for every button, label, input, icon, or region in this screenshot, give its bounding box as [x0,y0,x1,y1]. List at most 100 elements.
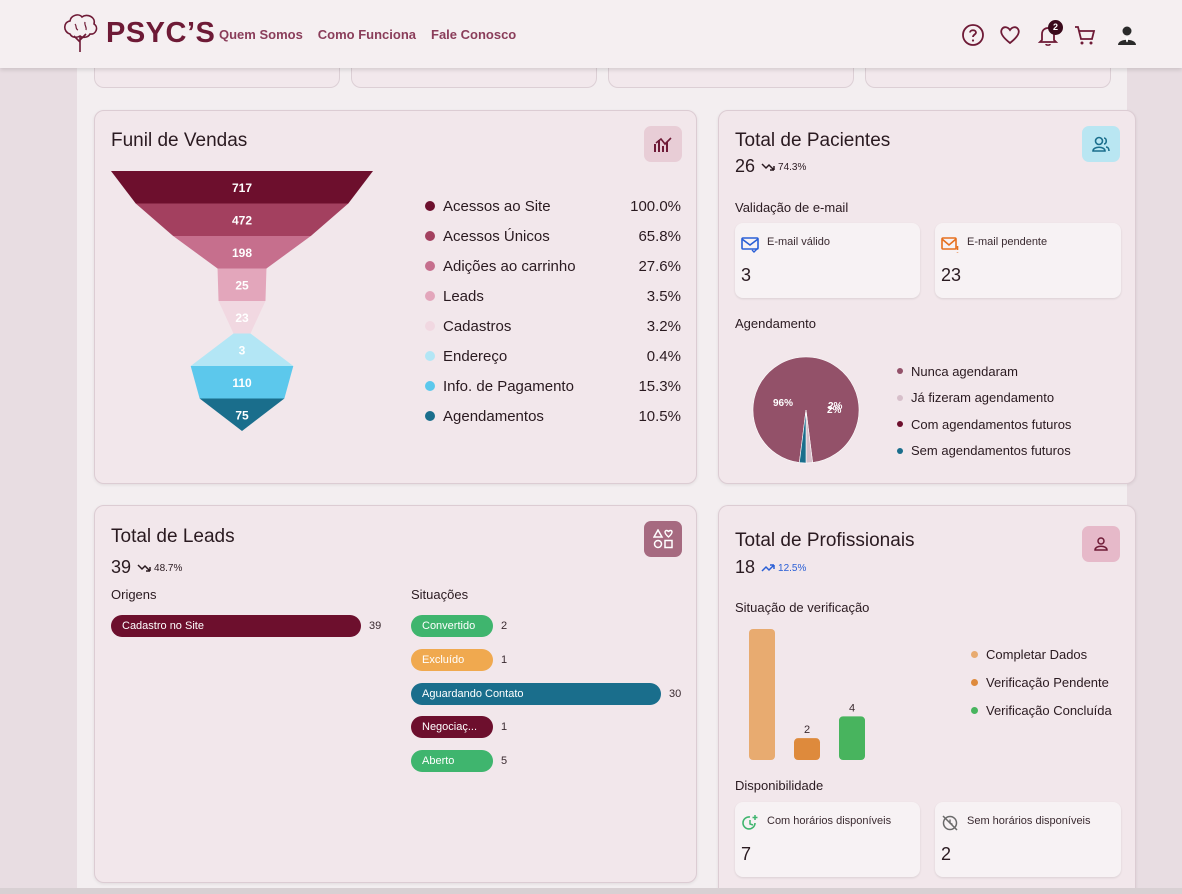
funnel-legend-percent: 15.3% [638,377,681,395]
pie-legend-item: Nunca agendaram [897,358,1071,385]
funnel-segment [218,301,266,334]
situation-count: 2 [501,620,508,632]
leads-card: Total de Leads 39 48.7% Origens Cadastro… [94,505,697,883]
legend-dot [425,411,435,421]
email-validation-label: Validação de e-mail [735,200,849,215]
nav-como-funciona[interactable]: Como Funciona [317,27,417,42]
funnel-legend-label: Acessos Únicos [443,227,550,245]
help-icon[interactable] [960,22,986,48]
funnel-segment-label: 717 [232,181,252,195]
situation-pill[interactable]: Aguardando Contato [411,682,661,705]
professionals-button[interactable] [1082,526,1120,562]
professionals-trend-value: 12.5% [778,562,807,574]
pie-legend-label: Nunca agendaram [911,363,1018,379]
funnel-segment-label: 75 [235,408,249,422]
funnel-segment-label: 198 [232,246,252,260]
notification-badge: 2 [1048,20,1063,35]
situation-pill[interactable]: Excluído [411,648,493,671]
origin-pill-cadastro[interactable]: Cadastro no Site [111,615,361,637]
pie-legend-label: Com agendamentos futuros [911,416,1072,432]
leads-total: 39 [111,557,132,577]
clock-off-icon [942,815,958,831]
pie-legend-label: Sem agendamentos futuros [911,443,1071,459]
heart-icon[interactable] [997,22,1023,48]
sales-funnel-chart: 717 472 198 25 23 3 110 75 [111,171,373,431]
summary-card-1 [94,66,340,88]
legend-dot [425,291,435,301]
pie-legend-item: Com agendamentos futuros [897,411,1071,438]
funnel-chart-button[interactable] [644,126,682,162]
verification-bar [794,738,820,760]
email-alert-icon [941,237,959,253]
bottom-scroll-edge [0,888,1182,894]
situations-label: Situações [411,587,469,602]
situation-row: Negociaç... 1 [411,716,508,739]
verification-label: Situação de verificação [735,600,870,615]
user-icon [1094,537,1108,551]
verification-legend-item: Completar Dados [971,640,1112,668]
funnel-legend-item: Agendamentos 10.5% [425,401,681,431]
pie-slice-label: 2% [828,401,843,412]
situation-pill[interactable]: Negociaç... [411,716,493,739]
legend-dot [425,381,435,391]
logo[interactable]: PSYC’S [60,12,215,54]
funnel-segment [190,366,294,399]
pie-slice [752,356,860,463]
leads-stat: 39 48.7% [111,557,182,578]
funnel-title: Funil de Vendas [111,130,248,151]
pie-legend-item: Já fizeram agendamento [897,385,1071,412]
funnel-segment-label: 25 [235,278,249,292]
funnel-legend-item: Acessos ao Site 100.0% [425,191,681,221]
funnel-legend-percent: 0.4% [646,347,681,365]
cart-icon[interactable] [1072,22,1098,48]
professionals-trend: 12.5% [761,563,806,574]
situation-count: 5 [501,755,508,768]
legend-dot [897,394,903,401]
patients-title: Total de Pacientes [735,130,891,151]
pie-slice-label: 2% [827,405,842,416]
situation-pill[interactable]: Convertido [411,615,493,637]
funnel-legend-percent: 3.2% [646,317,681,335]
legend-dot [971,678,978,686]
verification-legend-item: Verificação Concluída [971,696,1112,724]
professionals-stat: 18 12.5% [735,557,806,578]
patients-button[interactable] [1082,126,1120,162]
availability-label: Disponibilidade [735,778,824,793]
verification-legend-item: Verificação Pendente [971,668,1112,696]
funnel-legend-item: Endereço 0.4% [425,341,681,371]
funnel-legend-percent: 3.5% [646,287,681,305]
funnel-legend-item: Cadastros 3.2% [425,311,681,341]
funnel-legend-label: Cadastros [443,317,512,335]
email-valid-label: E-mail válido [767,236,830,248]
legend-dot [897,421,903,428]
legend-dot [425,201,435,211]
verification-legend: Completar Dados Verificação Pendente Verif… [971,640,1112,724]
verification-bar [749,629,775,760]
unavailable-value: 2 [941,844,952,864]
funnel-legend-label: Leads [443,287,484,305]
available-label: Com horários disponíveis [767,815,892,827]
patients-total: 26 [735,156,756,176]
funnel-legend-label: Agendamentos [443,407,544,425]
funnel-legend-label: Endereço [443,347,508,365]
email-check-icon [741,237,759,253]
origin-count: 39 [369,620,382,632]
unavailable-label: Sem horários disponíveis [967,815,1091,827]
situation-count: 1 [501,721,508,734]
funnel-segment-label: 23 [235,311,249,325]
nav-fale-conosco[interactable]: Fale Conosco [431,27,517,42]
funnel-legend-percent: 27.6% [638,257,681,275]
situation-pill[interactable]: Aberto [411,750,493,773]
leads-trend-value: 48.7% [154,562,183,574]
leads-title: Total de Leads [111,526,235,547]
user-avatar-icon[interactable] [1114,22,1140,48]
funnel-segment [135,203,349,236]
nav-quem-somos[interactable]: Quem Somos [219,27,303,42]
summary-card-3 [608,66,854,88]
legend-dot [897,368,903,375]
funnel-legend-item: Info. de Pagamento 15.3% [425,371,681,401]
leads-button[interactable] [644,521,682,557]
funnel-legend-item: Leads 3.5% [425,281,681,311]
chart-trend-icon [654,137,672,152]
funnel-legend-percent: 100.0% [630,197,681,215]
